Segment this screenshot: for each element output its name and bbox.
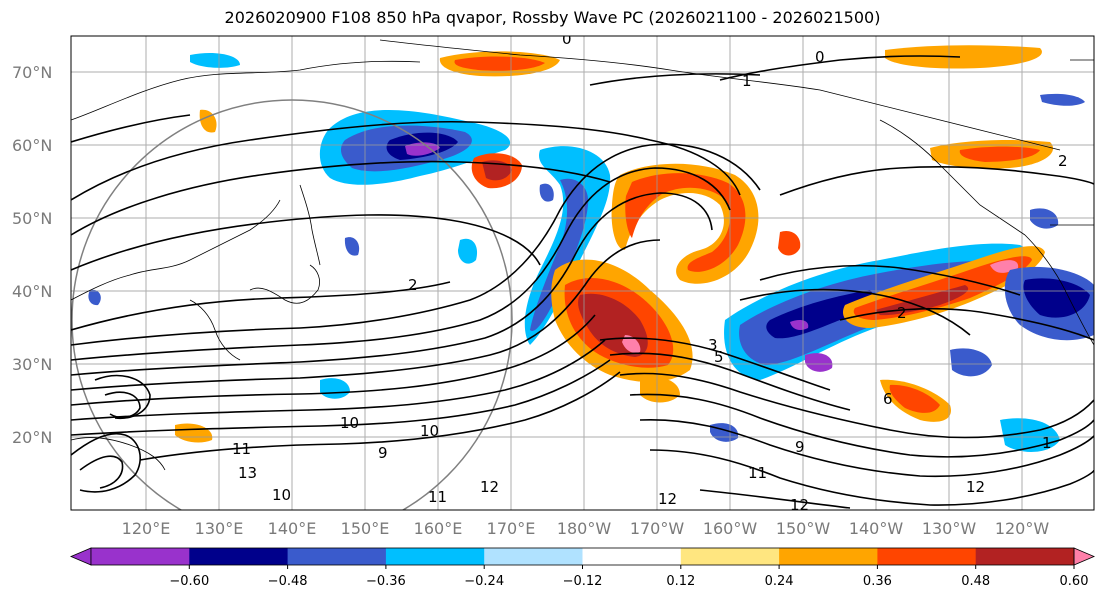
colorbar-tick-label: −0.12 bbox=[563, 574, 603, 589]
lon-label: 170°E bbox=[487, 519, 536, 538]
coastlines bbox=[71, 39, 1094, 471]
lon-label: 140°E bbox=[268, 519, 317, 538]
contour-label: 12 bbox=[790, 496, 809, 514]
contour-label: 6 bbox=[883, 390, 893, 408]
colorbar-tick-label: 0.60 bbox=[1060, 574, 1089, 589]
map-frame bbox=[70, 35, 1095, 511]
lon-label: 180°W bbox=[557, 519, 612, 538]
colorbar-extend-high bbox=[1073, 547, 1096, 566]
contour-label: 0 bbox=[815, 48, 825, 66]
contour-label: 11 bbox=[232, 440, 251, 458]
lon-label: 120°E bbox=[122, 519, 171, 538]
lat-label: 60°N bbox=[12, 136, 52, 155]
lon-label: 120°W bbox=[995, 519, 1050, 538]
colorbar-tick-label: 0.24 bbox=[765, 574, 794, 589]
colorbar: −0.60 −0.48 −0.36 −0.24 −0.12 0.12 0.24 0.36 0.4… bbox=[69, 547, 1096, 589]
contour-label: 3 bbox=[708, 336, 718, 354]
contour-label: 12 bbox=[658, 490, 677, 508]
contour-label: 12 bbox=[480, 478, 499, 496]
contour-label: 11 bbox=[428, 488, 447, 506]
lat-label: 40°N bbox=[12, 282, 52, 301]
lat-label: 20°N bbox=[12, 428, 52, 447]
colorbar-tick-label: −0.48 bbox=[268, 574, 308, 589]
graticule bbox=[71, 36, 1094, 510]
contour-label: 10 bbox=[420, 422, 439, 440]
lon-label: 150°W bbox=[776, 519, 831, 538]
colorbar-tick-label: −0.24 bbox=[464, 574, 504, 589]
lon-label: 160°E bbox=[414, 519, 463, 538]
contour-label-layer: 0 0 1 2 2 2 3 5 6 9 9 10 10 10 11 11 11 … bbox=[232, 30, 1068, 514]
colorbar-segment bbox=[877, 548, 977, 565]
colorbar-tick-label: −0.36 bbox=[366, 574, 406, 589]
colorbar-segment bbox=[975, 548, 1075, 565]
colorbar-tick-label: −0.60 bbox=[169, 574, 209, 589]
contour-label: 5 bbox=[714, 348, 724, 366]
lat-label: 70°N bbox=[12, 63, 52, 82]
contour-label: 1 bbox=[1042, 434, 1052, 452]
contour-label: 9 bbox=[378, 444, 388, 462]
lon-label: 130°E bbox=[195, 519, 244, 538]
map-title: 2026020900 F108 850 hPa qvapor, Rossby W… bbox=[224, 8, 881, 27]
lon-label: 170°W bbox=[630, 519, 685, 538]
contour-label: 0 bbox=[562, 30, 572, 48]
reference-circle bbox=[71, 99, 513, 510]
colorbar-tick-label: 0.48 bbox=[961, 574, 990, 589]
contour-label: 11 bbox=[748, 464, 767, 482]
colorbar-segment bbox=[287, 548, 387, 565]
lon-label: 160°W bbox=[703, 519, 758, 538]
colorbar-tick-label: 0.36 bbox=[863, 574, 892, 589]
contour-lines bbox=[71, 55, 1094, 509]
contour-label: 13 bbox=[238, 464, 257, 482]
latitude-axis: 70°N 60°N 50°N 40°N 30°N 20°N bbox=[12, 63, 52, 447]
contour-label: 1 bbox=[742, 72, 752, 90]
longitude-axis: 120°E 130°E 140°E 150°E 160°E 170°E 180°… bbox=[122, 519, 1050, 538]
colorbar-segment bbox=[582, 548, 682, 565]
colorbar-segment bbox=[91, 548, 190, 565]
contour-label: 10 bbox=[272, 486, 291, 504]
lon-label: 150°E bbox=[341, 519, 390, 538]
colorbar-segment bbox=[779, 548, 878, 565]
lat-label: 50°N bbox=[12, 209, 52, 228]
contour-label: 10 bbox=[340, 414, 359, 432]
lon-label: 130°W bbox=[922, 519, 977, 538]
lat-label: 30°N bbox=[12, 355, 52, 374]
contour-label: 12 bbox=[966, 478, 985, 496]
contour-label: 2 bbox=[1058, 152, 1068, 170]
colorbar-segment bbox=[484, 548, 583, 565]
colorbar-segment bbox=[189, 548, 289, 565]
contour-label: 9 bbox=[795, 438, 805, 456]
colorbar-tick-label: 0.12 bbox=[666, 574, 695, 589]
colorbar-segment bbox=[680, 548, 780, 565]
lon-label: 140°W bbox=[849, 519, 904, 538]
contour-label: 2 bbox=[408, 276, 418, 294]
contour-label: 2 bbox=[897, 304, 907, 322]
colorbar-segment bbox=[385, 548, 485, 565]
colorbar-extend-low bbox=[69, 547, 92, 566]
